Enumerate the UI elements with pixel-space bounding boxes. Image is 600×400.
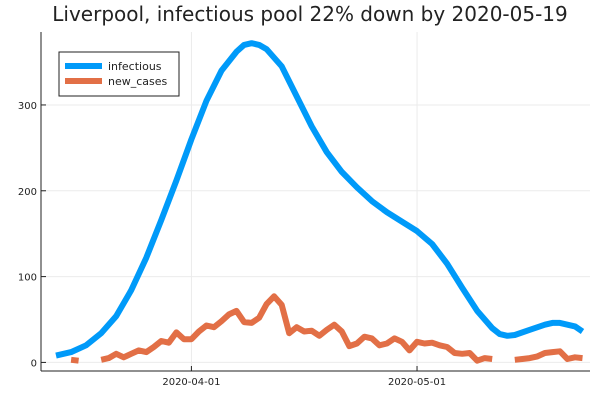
series-line-new-cases [514,348,583,363]
series-line-infectious [55,40,585,359]
chart-title: Liverpool, infectious pool 22% down by 2… [52,2,568,26]
x-tick-label: 2020-05-01 [388,377,446,388]
y-tick-label: 100 [18,273,37,284]
series-line-new-cases [70,356,79,364]
legend-label-infectious: infectious [108,60,162,73]
plot-area [55,40,585,364]
y-tick-label: 0 [31,358,37,369]
legend: infectious new_cases [58,51,180,97]
y-tick-label: 300 [18,101,37,112]
legend-label-new-cases: new_cases [108,75,168,88]
series-line-new-cases [100,293,493,364]
legend-box [58,51,180,97]
grid [41,32,590,371]
x-tick-label: 2020-04-01 [162,377,220,388]
y-tick-label: 200 [18,187,37,198]
axes: 0 100 200 300 2020-04-01 2020-05-01 [18,32,590,388]
